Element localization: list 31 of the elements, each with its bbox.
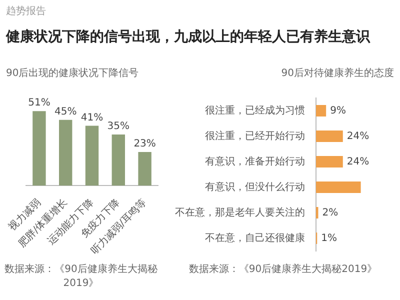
chart-title: 90后对待健康养生的态度	[280, 66, 395, 81]
data-label: 24%	[346, 156, 370, 168]
data-label: 35%	[107, 121, 130, 132]
bar	[59, 120, 72, 186]
data-label: 41%	[80, 112, 104, 124]
data-label: 1%	[321, 232, 337, 244]
bar	[316, 130, 343, 142]
bar	[112, 134, 125, 186]
bar	[85, 126, 99, 186]
source-note: 数据来源：《90后健康养生大揭秘2019》	[188, 262, 378, 276]
y-tick-label: 不在意，那是老年人要关注的	[175, 206, 305, 218]
bar	[316, 105, 326, 116]
bar	[316, 182, 361, 193]
source-note: 数据来源：《90后健康养生大揭秘2019》	[4, 262, 158, 290]
data-label: 9%	[330, 105, 346, 116]
chart-title: 90后出现的健康状况下降信号	[5, 66, 140, 81]
y-tick-label: 有意识，准备开始行动	[205, 155, 305, 168]
data-label: 23%	[134, 138, 156, 150]
data-label: 45%	[54, 106, 77, 118]
data-label: 2%	[322, 207, 338, 218]
bar	[316, 156, 343, 168]
y-tick-label: 很注重，已经开始行动	[205, 130, 305, 142]
y-tick-label: 不在意，自己还很健康	[205, 232, 305, 244]
text: 健康状况下降的信号出现，九成以上的年轻人已有养生意识	[6, 28, 372, 46]
text: 趋势报告	[6, 4, 47, 18]
bar	[138, 152, 152, 186]
bar	[32, 111, 46, 186]
y-tick-label: 有意识，但没什么行动	[205, 180, 305, 193]
y-tick-label: 很注重，已经成为习惯	[205, 104, 305, 116]
data-label: 51%	[28, 98, 50, 109]
data-label: 24%	[346, 130, 370, 142]
